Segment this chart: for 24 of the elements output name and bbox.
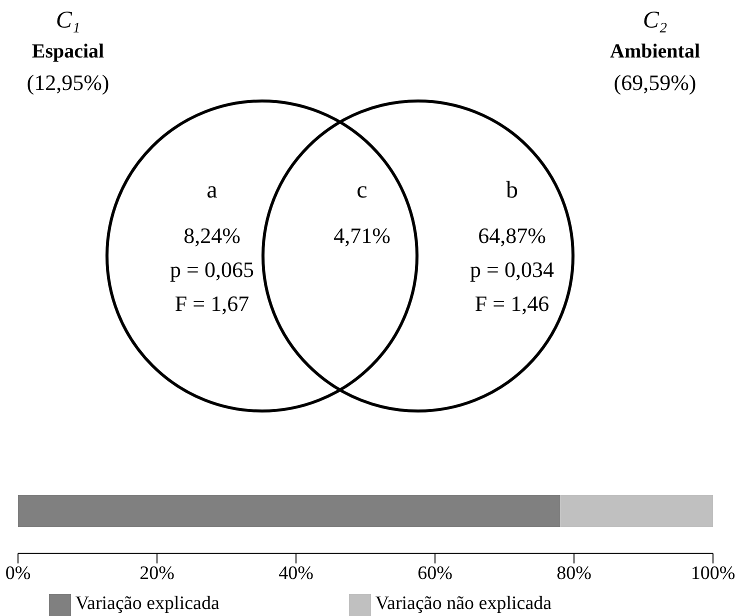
legend-label: Variação explicada bbox=[75, 593, 220, 614]
text: F = 1,46 bbox=[474, 291, 550, 316]
text: a bbox=[206, 178, 218, 204]
text: C₁ bbox=[56, 8, 80, 34]
x-tick-label: 100% bbox=[690, 562, 736, 584]
text: (12,95%) bbox=[26, 70, 110, 96]
text: b bbox=[506, 178, 518, 204]
text: p = 0,065 bbox=[170, 257, 254, 282]
text: 8,24% bbox=[184, 223, 240, 248]
x-tick-label: 60% bbox=[418, 562, 453, 584]
text: p = 0,034 bbox=[470, 257, 554, 282]
text: C₂ bbox=[642, 8, 668, 34]
text: F = 1,67 bbox=[174, 291, 250, 316]
x-tick-label: 40% bbox=[278, 562, 314, 584]
legend-label: Variação não explicada bbox=[375, 593, 552, 614]
x-tick-label: 80% bbox=[556, 562, 592, 584]
x-tick-label: 20% bbox=[140, 562, 175, 584]
text: c bbox=[356, 178, 368, 204]
text: 64,87% bbox=[478, 223, 546, 248]
text: (69,59%) bbox=[614, 70, 696, 96]
x-tick-label: 0% bbox=[5, 562, 31, 584]
text: Espacial bbox=[32, 40, 105, 63]
text: Ambiental bbox=[610, 40, 700, 63]
text: 4,71% bbox=[334, 223, 390, 248]
